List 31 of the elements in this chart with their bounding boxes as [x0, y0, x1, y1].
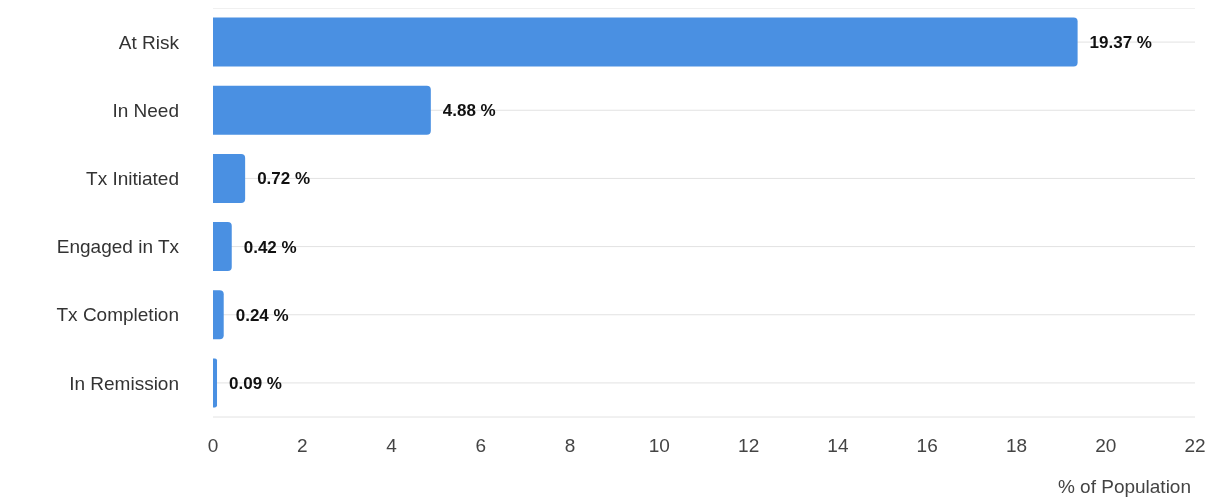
- data-label: 4.88 %: [442, 101, 496, 121]
- x-tick-label: 20: [1095, 435, 1117, 457]
- x-tick-label: 8: [564, 435, 576, 457]
- x-tick-label: 4: [386, 435, 398, 457]
- x-tick-label: 6: [475, 435, 487, 457]
- y-tick-label: Engaged in Tx: [56, 236, 180, 258]
- x-tick-label: 18: [1005, 435, 1028, 457]
- y-tick-label: Tx Initiated: [86, 168, 179, 190]
- data-label: 0.72 %: [257, 169, 311, 189]
- x-tick-label: 22: [1184, 435, 1206, 457]
- x-tick-label: 16: [916, 435, 938, 457]
- x-tick-label: 10: [648, 435, 670, 457]
- bar: [213, 153, 246, 203]
- data-label: 0.42 %: [243, 237, 297, 257]
- y-tick-label: At Risk: [118, 31, 180, 53]
- x-axis-title: % of Population: [1057, 476, 1191, 497]
- x-tick-label: 2: [296, 435, 308, 457]
- data-label: 0.24 %: [235, 305, 289, 325]
- y-tick-label: Tx Completion: [56, 304, 179, 326]
- y-tick-label: In Remission: [69, 372, 179, 394]
- y-tick-label: In Need: [112, 100, 179, 121]
- bar: [213, 17, 1078, 67]
- data-label: 0.09 %: [229, 373, 282, 393]
- x-tick-label: 12: [738, 435, 760, 457]
- data-label: 19.37 %: [1089, 33, 1152, 53]
- x-tick-label: 14: [827, 435, 849, 457]
- bar: [213, 85, 431, 135]
- bar: [213, 358, 218, 408]
- bar: [213, 290, 224, 340]
- x-tick-label: 0: [207, 435, 219, 457]
- bar: [213, 222, 232, 272]
